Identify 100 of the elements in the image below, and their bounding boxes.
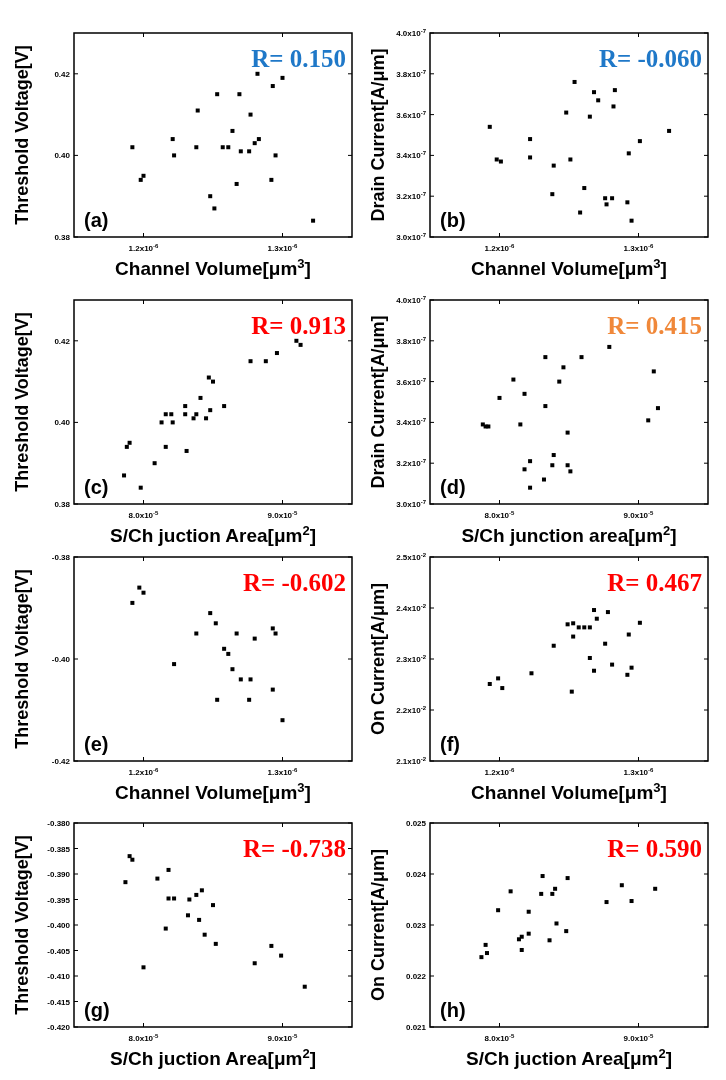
point: [582, 625, 587, 630]
y-tick-label: -0.410: [47, 972, 71, 981]
point: [484, 951, 489, 956]
y-axis-title: On Current[A/μm]: [368, 582, 388, 736]
point: [550, 192, 555, 197]
x-tick-label: 1.3x10$^{-6}$: [623, 767, 655, 777]
y-tick-label: 0.023: [405, 921, 427, 930]
point: [280, 75, 285, 80]
point: [170, 137, 175, 142]
point: [610, 196, 615, 201]
point: [230, 128, 235, 133]
x-axis-title: Channel Volume[μm$^{3}$]: [115, 779, 311, 803]
y-tick-label: -0.405: [47, 946, 71, 956]
point: [208, 194, 213, 199]
x-tick-label: 8.0x10$^{-5}$: [484, 510, 516, 520]
point: [626, 632, 631, 637]
point: [551, 643, 556, 648]
point: [141, 173, 146, 178]
point: [152, 461, 157, 466]
point: [172, 662, 177, 667]
point: [183, 412, 188, 417]
point: [194, 412, 199, 417]
point: [568, 469, 573, 474]
y-tick-label: -0.385: [47, 844, 71, 854]
point: [302, 984, 307, 989]
point: [541, 477, 546, 482]
point: [138, 177, 143, 182]
annotation: R= 0.467: [607, 569, 702, 596]
point: [526, 909, 531, 914]
point: [496, 908, 501, 913]
point: [198, 395, 203, 400]
y-axis-title: Drain Current[A/μm]: [368, 315, 388, 489]
y-tick-label: -0.415: [47, 997, 71, 1007]
point: [122, 473, 127, 478]
y-tick-label: 3.0x10$^{-7}$: [396, 232, 427, 242]
point: [213, 941, 218, 946]
x-tick-label: 8.0x10$^{-5}$: [128, 510, 160, 520]
point: [508, 889, 513, 894]
y-tick-label: 0.42: [54, 336, 71, 346]
point: [222, 646, 227, 651]
point: [547, 938, 552, 943]
annotation: (f): [440, 733, 460, 755]
x-tick-label: 9.0x10$^{-5}$: [267, 510, 299, 520]
x-axis-title: S/Ch juction Area[μm$^{2}$]: [465, 1045, 673, 1069]
point: [248, 359, 253, 364]
annotation: (h): [440, 999, 466, 1021]
point: [604, 202, 609, 207]
y-tick-label: 3.6x10$^{-7}$: [396, 376, 427, 387]
point: [270, 84, 275, 89]
y-tick-label: 2.1x10$^{-2}$: [396, 756, 427, 766]
point: [204, 416, 209, 421]
point: [651, 369, 656, 374]
x-tick-label: 1.3x10$^{-6}$: [267, 767, 299, 777]
y-tick-label: -0.400: [47, 921, 71, 930]
x-axis-title: S/Ch juction Area[μm$^{2}$]: [109, 522, 317, 546]
point: [565, 876, 570, 881]
point: [667, 128, 672, 133]
point: [479, 955, 484, 960]
point: [187, 897, 192, 902]
point: [526, 931, 531, 936]
point: [550, 463, 555, 468]
y-tick-label: -0.42: [51, 757, 71, 766]
point: [195, 108, 200, 113]
point: [247, 697, 252, 702]
point: [226, 145, 231, 150]
point: [625, 200, 630, 205]
point: [511, 377, 516, 382]
point: [564, 929, 569, 934]
point: [238, 677, 243, 682]
point: [130, 600, 135, 605]
point: [494, 157, 499, 162]
point: [487, 681, 492, 686]
point: [604, 900, 609, 905]
point: [159, 420, 164, 425]
point: [194, 631, 199, 636]
point: [172, 896, 177, 901]
point: [572, 79, 577, 84]
point: [280, 718, 285, 723]
y-tick-label: 2.4x10$^{-2}$: [396, 603, 427, 613]
point: [234, 631, 239, 636]
point: [123, 880, 128, 885]
annotation: (e): [84, 733, 109, 755]
point: [211, 903, 215, 908]
point: [543, 404, 548, 409]
point: [629, 665, 634, 670]
y-axis-title: Threshold Voltage[V]: [12, 835, 32, 1015]
y-tick-label: 0.024: [405, 870, 427, 879]
point: [274, 351, 279, 356]
annotation: R= 0.913: [251, 312, 346, 339]
point: [564, 110, 569, 115]
y-tick-label: 2.2x10$^{-2}$: [396, 705, 427, 715]
y-tick-label: -0.395: [47, 895, 71, 905]
x-tick-label: 9.0x10$^{-5}$: [623, 510, 655, 520]
point: [611, 104, 616, 109]
point: [500, 686, 505, 691]
point: [539, 891, 544, 896]
y-tick-label: 2.5x10$^{-2}$: [396, 552, 427, 562]
y-tick-label: 2.3x10$^{-2}$: [396, 654, 427, 664]
x-tick-label: 1.2x10$^{-6}$: [484, 767, 516, 777]
point: [551, 163, 556, 168]
